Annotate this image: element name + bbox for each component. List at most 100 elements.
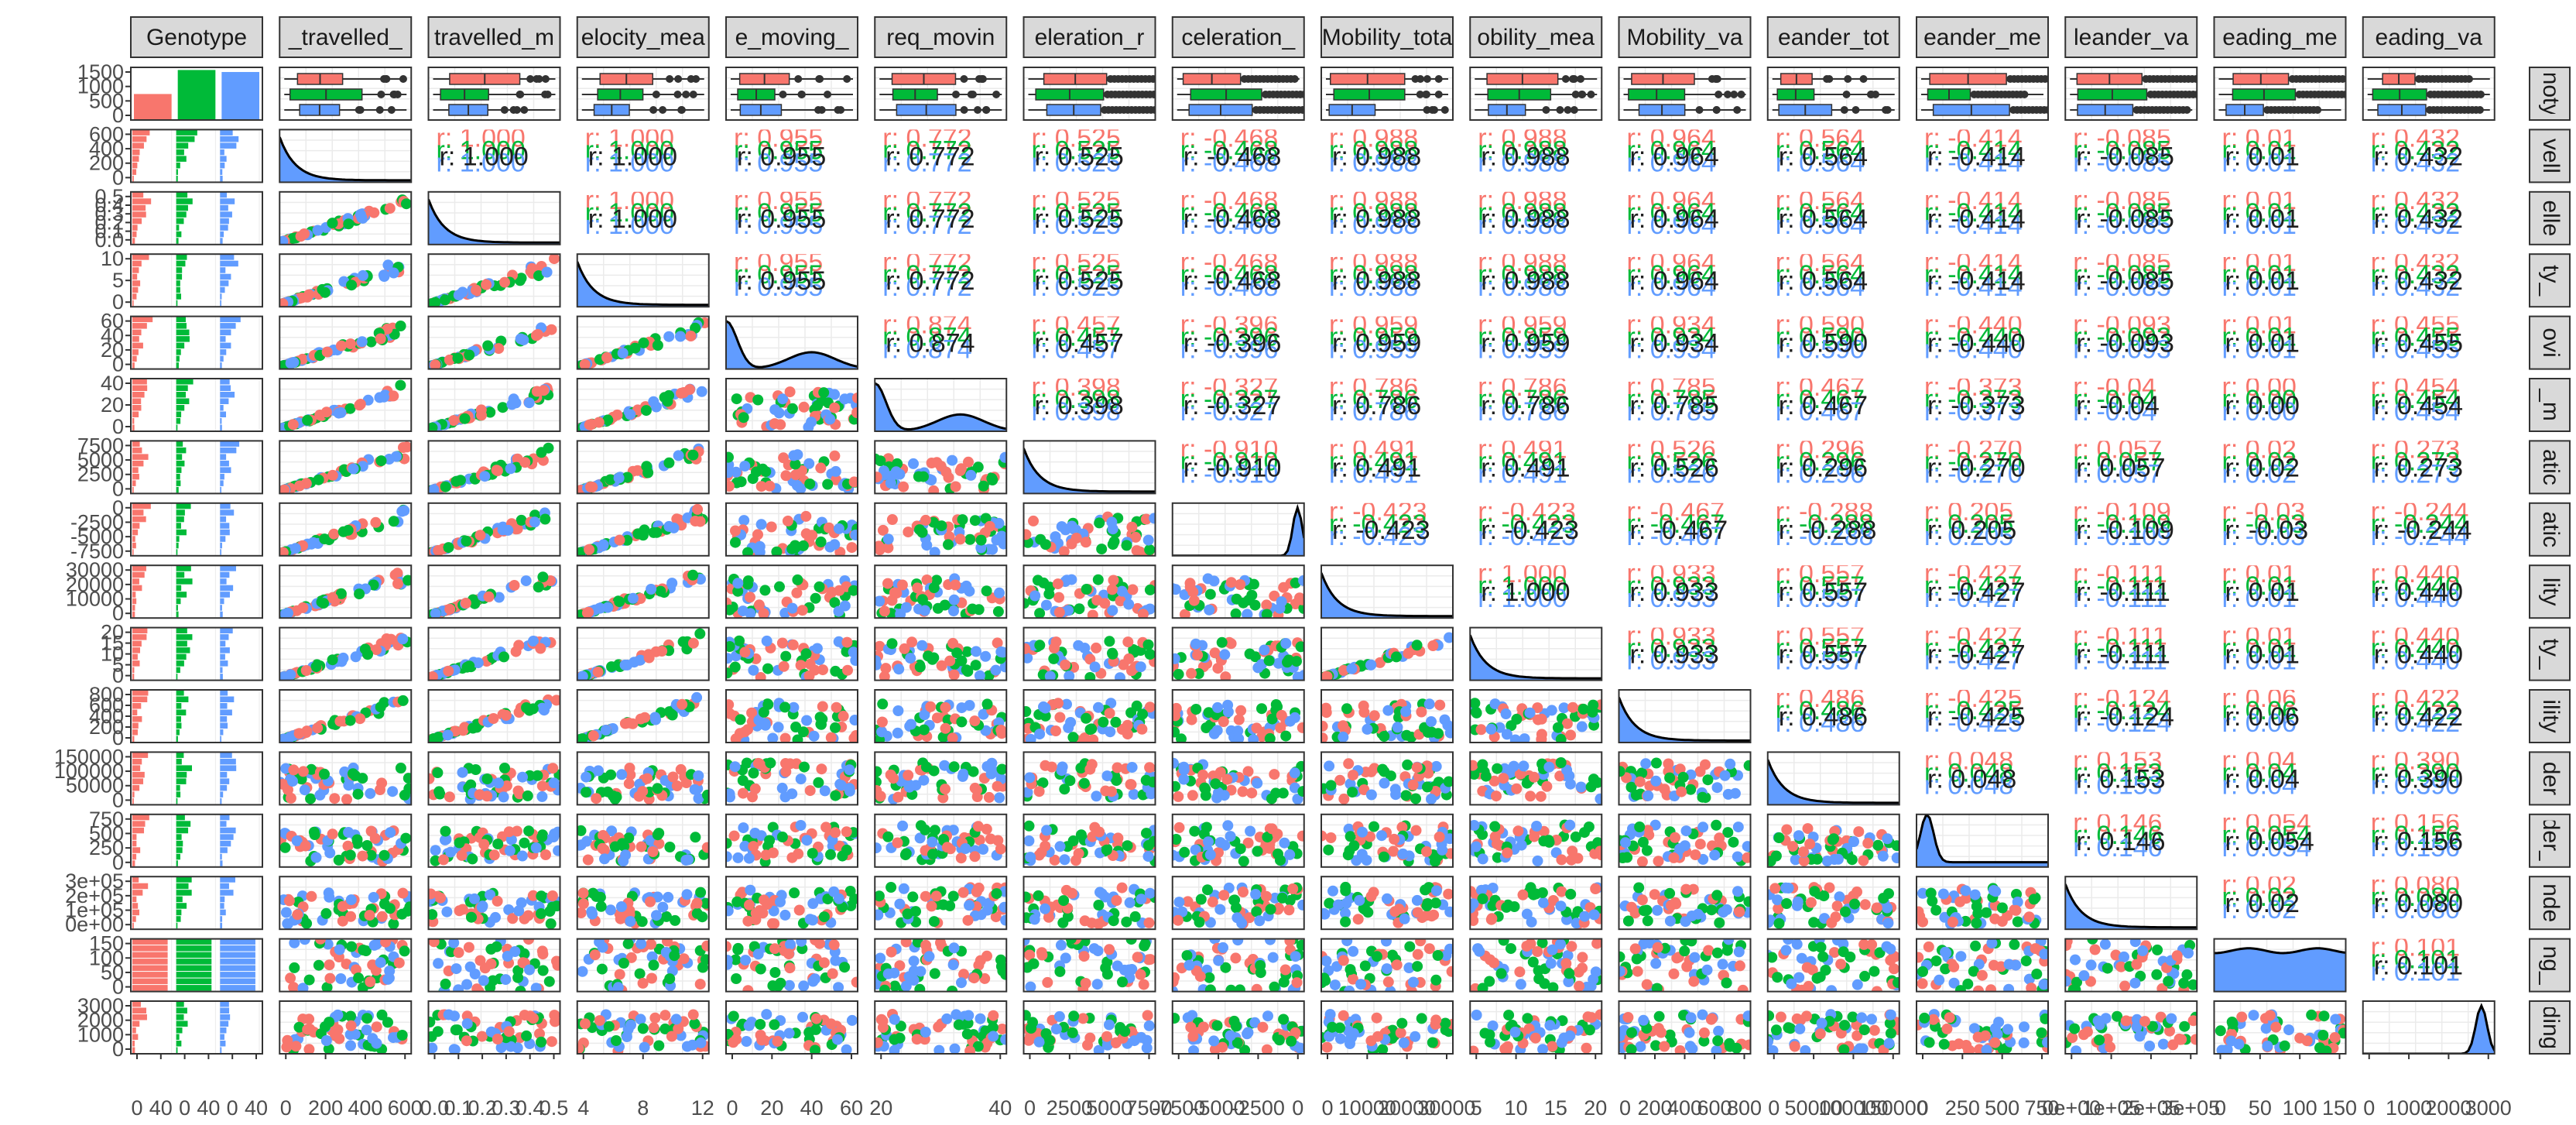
scatter-point <box>767 732 779 743</box>
histogram-bar <box>220 293 222 300</box>
scatter-point <box>999 901 1007 913</box>
scatter-point <box>937 732 949 743</box>
scatter-point <box>1238 856 1249 867</box>
scatter-point <box>1233 714 1245 725</box>
scatter-point <box>926 458 937 468</box>
matrix-cell <box>725 876 858 931</box>
matrix-cell <box>427 564 561 619</box>
correlation-text: r: 0.04 <box>2222 758 2297 787</box>
scatter-point <box>1044 671 1056 681</box>
matrix-cell <box>725 440 858 495</box>
scatter-point <box>918 471 929 482</box>
histogram-bar <box>176 765 192 771</box>
correlation-text: r: 0.440 <box>2371 571 2460 601</box>
scatter-point <box>1282 657 1293 668</box>
histogram-bar <box>220 765 237 771</box>
scatter-point <box>971 646 981 657</box>
histogram-bar <box>132 549 134 555</box>
correlation-value: r: 1.000 <box>1481 578 1570 607</box>
scatter-point <box>608 790 618 801</box>
matrix-cell <box>874 626 1008 681</box>
scatter-point <box>550 695 560 706</box>
matrix-cell <box>427 378 561 432</box>
histogram-bar <box>132 329 142 336</box>
matrix-cell <box>1469 689 1603 743</box>
scatter-point <box>974 670 985 681</box>
scatter-point <box>625 409 636 420</box>
scatter-point <box>667 771 679 783</box>
scatter-point <box>1040 710 1051 722</box>
matrix-cell <box>1171 67 1305 121</box>
correlation-text: r: 0.934 <box>1627 323 1716 352</box>
scatter-point <box>297 766 309 777</box>
scatter-point <box>957 887 969 898</box>
correlation-value: r: -0.468 <box>1184 142 1282 171</box>
correlation-text: r: -0.414 <box>1924 186 2023 215</box>
matrix-cell <box>1469 813 1603 868</box>
scatter-point <box>1064 775 1076 787</box>
scatter-point <box>625 916 636 927</box>
correlation-text: r: 0.786 <box>1478 397 1567 427</box>
scatter-point <box>742 578 754 590</box>
scatter-point <box>877 698 889 710</box>
correlation-text: r: 0.988 <box>1329 260 1418 290</box>
scatter-point <box>388 267 399 279</box>
scatter-point <box>1798 855 1810 866</box>
correlation-text: r: 0.557 <box>1776 571 1865 601</box>
scatter-point <box>1321 671 1333 681</box>
density-area <box>279 137 412 183</box>
scatter-point <box>1050 531 1061 543</box>
histogram-bar <box>220 771 228 778</box>
matrix-cell <box>279 813 413 868</box>
matrix-cell <box>725 751 858 806</box>
scatter-point <box>1189 825 1201 837</box>
scatter-point <box>395 379 406 391</box>
scatter-point <box>1172 834 1182 845</box>
matrix-cell <box>279 129 413 183</box>
scatter-point <box>519 837 530 849</box>
histogram-bar <box>132 286 139 293</box>
density-line <box>875 382 1007 431</box>
histogram-bar <box>220 342 231 349</box>
correlation-text: r: 0.440 <box>2371 622 2460 651</box>
correlation-text: r: -0.468 <box>1180 211 1279 240</box>
histogram-bar <box>220 149 224 156</box>
histogram-bar <box>176 204 188 211</box>
scatter-point <box>748 664 759 676</box>
scatter-point <box>1037 777 1049 789</box>
matrix-cell <box>427 67 561 121</box>
scatter-point <box>1025 852 1036 863</box>
histogram-bar <box>220 300 221 307</box>
histogram-bar <box>220 883 229 890</box>
scatter-point <box>786 403 798 414</box>
scatter-point <box>778 660 790 672</box>
scatter-point <box>1108 575 1119 586</box>
correlation-text: r: 0.455 <box>2371 310 2460 340</box>
matrix-cell <box>576 626 710 681</box>
correlation-text: r: 0.01 <box>2222 571 2297 601</box>
scatter-point <box>503 904 515 915</box>
scatter-point <box>1321 720 1328 732</box>
correlation-value: r: -0.440 <box>1927 329 2026 358</box>
scatter-point <box>1053 698 1064 709</box>
scatter-point <box>1295 641 1304 653</box>
correlation-value: r: 0.273 <box>2374 453 2463 482</box>
scatter-point <box>829 450 841 461</box>
histogram-bar <box>132 486 134 493</box>
scatter-point <box>807 848 818 859</box>
scatter-point <box>1279 837 1290 849</box>
correlation-value: r: 0.557 <box>1779 640 1868 670</box>
histogram-bar <box>132 592 136 598</box>
correlation-value: r: -0.111 <box>2076 578 2170 607</box>
scatter-point <box>1190 638 1201 650</box>
matrix-cell <box>279 67 413 121</box>
scatter-point <box>1518 760 1530 772</box>
scatter-point <box>839 393 851 405</box>
correlation-value: r: 0.054 <box>2225 827 2314 856</box>
